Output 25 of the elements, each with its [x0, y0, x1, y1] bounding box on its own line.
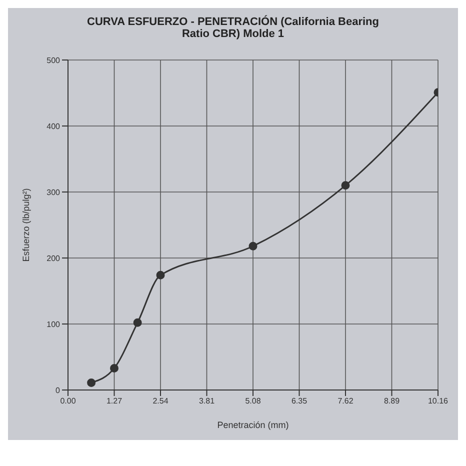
y-tick-label: 0	[56, 386, 61, 395]
x-tick-label: 1.27	[106, 396, 123, 406]
y-tick-label: 500	[46, 56, 61, 65]
point	[248, 242, 258, 250]
x-tick-label: 8.89	[384, 396, 400, 406]
point	[133, 318, 142, 327]
x-tick-label: 10.16	[428, 396, 449, 406]
y-axis-title: Esfuerzo (lb/pulg²)	[21, 188, 32, 262]
point	[110, 364, 118, 372]
y-tick-label: 400	[46, 122, 61, 131]
y-tick-label: 100	[46, 320, 61, 329]
x-axis-title: Penetración (mm)	[217, 420, 289, 430]
x-tick-label: 2.54	[152, 396, 169, 406]
y-tick-label: 200	[46, 254, 61, 263]
x-tick-label: 7.62	[338, 396, 354, 406]
y-tick-label: 300	[46, 188, 61, 197]
point	[156, 270, 165, 280]
point	[341, 181, 350, 190]
x-tick-label: 3.81	[198, 396, 216, 406]
x-tick-label: 6.35	[291, 396, 308, 406]
x-tick-label: 5.08	[245, 396, 262, 406]
chart-subtitle: Ratio CBR) Molde 1	[180, 28, 286, 40]
point	[87, 378, 96, 387]
x-tick-label: 0.00	[60, 396, 76, 406]
chart-title: CURVA ESFUERZO - PENETRACIÓN (California Bearing	[86, 16, 380, 28]
